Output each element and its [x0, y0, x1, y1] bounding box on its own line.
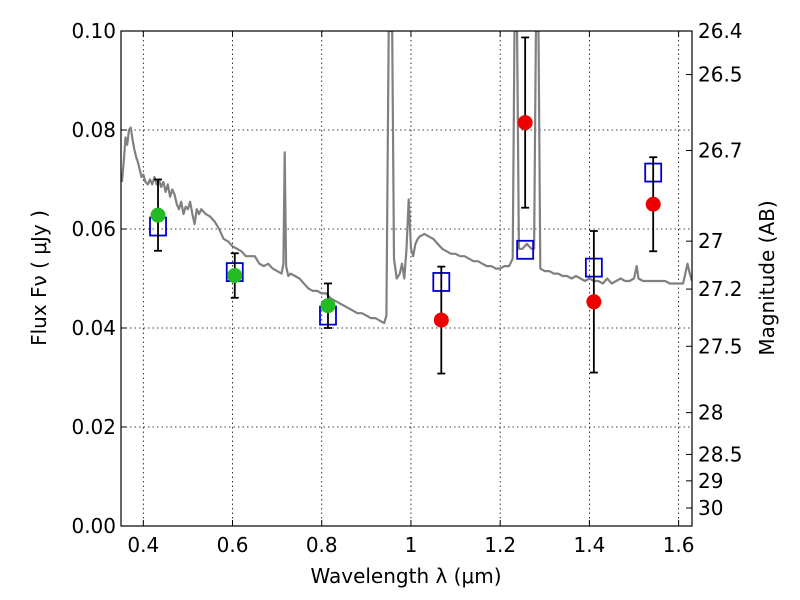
x-tick-label: 0.8 — [306, 533, 338, 557]
magnitude-tick-label: 26.7 — [698, 139, 743, 163]
x-tick-label: 1 — [405, 533, 418, 557]
marker-layer — [149, 36, 663, 375]
y-tick-label: 0.00 — [71, 514, 116, 538]
detection-point — [517, 115, 533, 131]
detection-point — [586, 294, 602, 310]
magnitude-tick-label: 26.5 — [698, 63, 743, 87]
y-axis-label: Flux Fν ( μJy ) — [27, 210, 51, 346]
y-tick-label: 0.10 — [71, 19, 116, 43]
x-tick-label: 0.6 — [217, 533, 249, 557]
x-tick-label: 1.2 — [484, 533, 516, 557]
y-tick-label: 0.08 — [71, 118, 116, 142]
model-photometry-square — [516, 239, 535, 260]
x-tick-label: 1.4 — [573, 533, 605, 557]
model-spectrum-line — [121, 31, 692, 325]
magnitude-axis-label: Magnitude (AB) — [755, 200, 779, 355]
detection-point — [227, 268, 243, 284]
axes: 0.4 0.6 0.8 1 1.2 1.4 1.6 0.00 0.02 0.04 0.06 0.08 0… — [71, 19, 742, 557]
magnitude-tick-label: 26.4 — [698, 19, 743, 43]
x-tick-label: 0.4 — [127, 533, 159, 557]
detection-point — [645, 196, 661, 212]
magnitude-tick-label: 30 — [698, 496, 723, 520]
detection-point — [150, 207, 166, 223]
plot-frame — [120, 30, 693, 527]
detection-point — [433, 312, 449, 328]
magnitude-tick-label: 28.5 — [698, 442, 743, 466]
magnitude-tick-label: 27 — [698, 229, 723, 253]
plot-area — [121, 31, 692, 325]
x-axis-label: Wavelength λ (μm) — [310, 564, 501, 588]
y-tick-label: 0.02 — [71, 415, 116, 439]
magnitude-tick-label: 29 — [698, 469, 723, 493]
y-tick-label: 0.04 — [71, 316, 116, 340]
magnitude-tick-label: 27.5 — [698, 334, 743, 358]
magnitude-tick-label: 28 — [698, 401, 723, 425]
x-tick-label: 1.6 — [663, 533, 695, 557]
magnitude-tick-label: 27.2 — [698, 277, 743, 301]
y-tick-label: 0.06 — [71, 217, 116, 241]
detection-point — [320, 298, 336, 314]
